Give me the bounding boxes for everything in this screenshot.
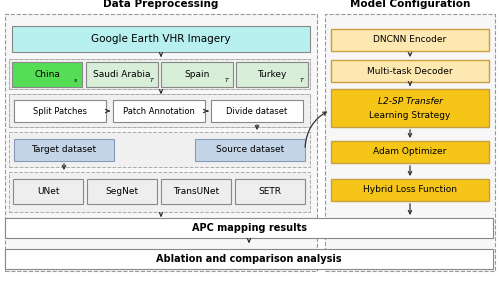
- FancyBboxPatch shape: [14, 100, 106, 122]
- FancyBboxPatch shape: [331, 141, 489, 163]
- Text: Divide dataset: Divide dataset: [226, 107, 288, 115]
- FancyBboxPatch shape: [5, 218, 493, 238]
- FancyBboxPatch shape: [331, 179, 489, 201]
- FancyBboxPatch shape: [325, 14, 495, 271]
- FancyBboxPatch shape: [12, 62, 82, 87]
- Text: Adam Optimizer: Adam Optimizer: [374, 148, 446, 156]
- FancyBboxPatch shape: [12, 26, 310, 52]
- Text: Data Preprocessing: Data Preprocessing: [104, 0, 218, 9]
- FancyBboxPatch shape: [9, 59, 310, 89]
- FancyBboxPatch shape: [9, 59, 310, 89]
- Text: Split Patches: Split Patches: [33, 107, 87, 115]
- Text: T: T: [300, 78, 304, 83]
- FancyBboxPatch shape: [9, 132, 310, 167]
- FancyBboxPatch shape: [5, 14, 317, 271]
- FancyBboxPatch shape: [9, 172, 310, 212]
- Text: Hybrid Loss Function: Hybrid Loss Function: [363, 186, 457, 194]
- Text: T: T: [150, 78, 154, 83]
- FancyBboxPatch shape: [211, 100, 303, 122]
- Text: DNCNN Encoder: DNCNN Encoder: [374, 36, 446, 44]
- Text: Source dataset: Source dataset: [216, 146, 284, 154]
- FancyBboxPatch shape: [14, 139, 114, 161]
- Text: s: s: [74, 78, 78, 83]
- Text: APC mapping results: APC mapping results: [192, 223, 306, 233]
- FancyBboxPatch shape: [331, 29, 489, 51]
- Text: L2-SP Transfer: L2-SP Transfer: [378, 97, 442, 105]
- Text: TransUNet: TransUNet: [173, 187, 219, 196]
- FancyBboxPatch shape: [86, 62, 158, 87]
- Text: Google Earth VHR Imagery: Google Earth VHR Imagery: [91, 34, 231, 44]
- Text: SETR: SETR: [258, 187, 281, 196]
- FancyBboxPatch shape: [113, 100, 205, 122]
- Text: T: T: [225, 78, 229, 83]
- FancyBboxPatch shape: [331, 60, 489, 82]
- FancyBboxPatch shape: [161, 62, 233, 87]
- FancyBboxPatch shape: [161, 179, 231, 204]
- FancyBboxPatch shape: [5, 249, 493, 269]
- FancyBboxPatch shape: [13, 179, 83, 204]
- FancyBboxPatch shape: [331, 89, 489, 127]
- Text: Ablation and comparison analysis: Ablation and comparison analysis: [156, 254, 342, 264]
- Text: China: China: [34, 70, 60, 79]
- Text: Multi-task Decoder: Multi-task Decoder: [367, 66, 453, 76]
- FancyBboxPatch shape: [9, 94, 310, 127]
- Text: Model Configuration: Model Configuration: [350, 0, 470, 9]
- Text: Learning Strategy: Learning Strategy: [370, 111, 450, 119]
- FancyBboxPatch shape: [235, 179, 305, 204]
- Text: Turkey: Turkey: [258, 70, 286, 79]
- Text: Target dataset: Target dataset: [32, 146, 96, 154]
- Text: Patch Annotation: Patch Annotation: [123, 107, 195, 115]
- FancyBboxPatch shape: [87, 179, 157, 204]
- FancyBboxPatch shape: [9, 94, 310, 127]
- Text: UNet: UNet: [37, 187, 60, 196]
- Text: Spain: Spain: [184, 70, 210, 79]
- Text: SegNet: SegNet: [106, 187, 138, 196]
- FancyBboxPatch shape: [236, 62, 308, 87]
- FancyBboxPatch shape: [195, 139, 305, 161]
- Text: Saudi Arabia: Saudi Arabia: [93, 70, 151, 79]
